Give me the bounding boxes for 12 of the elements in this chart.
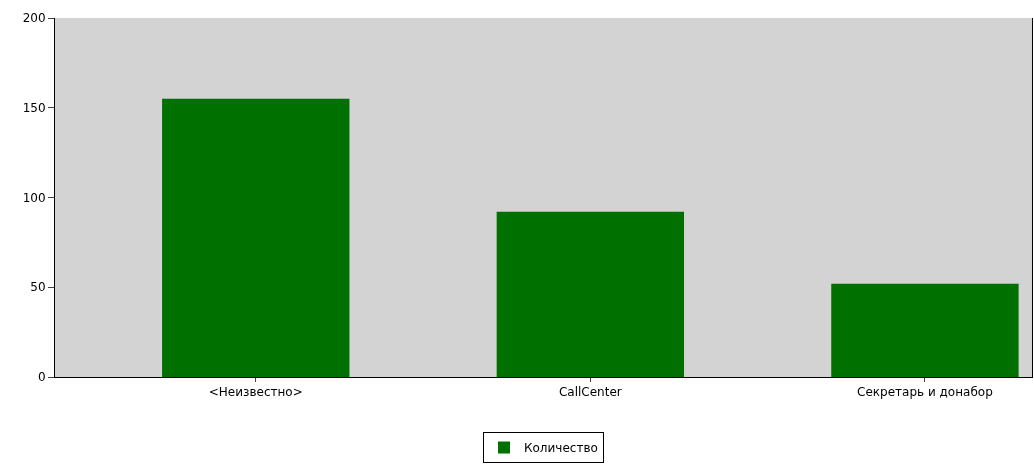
x-tick-label: CallCenter: [558, 385, 622, 400]
bar: [831, 283, 1019, 377]
x-tick-label: <Неизвестно>: [208, 385, 303, 400]
bar: [496, 211, 685, 377]
y-tick-label: 100: [22, 190, 46, 205]
y-tick-label: 200: [22, 11, 46, 26]
legend-label: Количество: [524, 441, 598, 456]
y-tick-label: 150: [22, 100, 46, 115]
y-tick-label: 0: [37, 370, 46, 385]
x-tick-label: Секретарь и донабор: [857, 385, 993, 400]
y-tick-label: 50: [30, 280, 46, 295]
bar: [162, 98, 350, 377]
